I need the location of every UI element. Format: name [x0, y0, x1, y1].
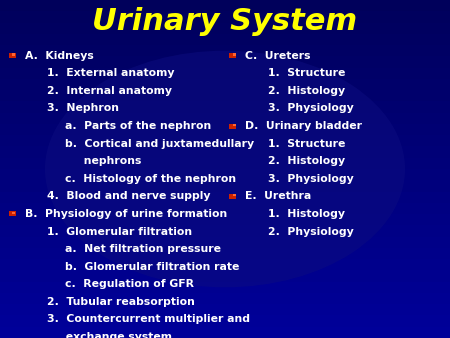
Bar: [0, 101, 450, 113]
Bar: [0, 56, 450, 68]
Text: 2.  Tubular reabsorption: 2. Tubular reabsorption: [47, 297, 195, 307]
Bar: [0, 158, 450, 169]
Ellipse shape: [45, 51, 405, 287]
Text: 2.  Histology: 2. Histology: [268, 156, 345, 166]
Text: A.  Kidneys: A. Kidneys: [25, 51, 94, 61]
Text: 3.  Countercurrent multiplier and: 3. Countercurrent multiplier and: [47, 314, 250, 324]
Text: 3.  Physiology: 3. Physiology: [268, 103, 354, 114]
Bar: [0, 282, 450, 293]
Bar: [0, 124, 450, 135]
Text: nephrons: nephrons: [65, 156, 142, 166]
Bar: [0, 0, 450, 11]
Bar: [230, 194, 236, 199]
Bar: [0, 169, 450, 180]
Bar: [13, 212, 15, 214]
Text: B.  Physiology of urine formation: B. Physiology of urine formation: [25, 209, 227, 219]
Bar: [0, 23, 450, 34]
Text: 1.  Glomerular filtration: 1. Glomerular filtration: [47, 226, 193, 237]
Text: 3.  Nephron: 3. Nephron: [47, 103, 119, 114]
Text: 1.  Structure: 1. Structure: [268, 139, 345, 149]
Bar: [0, 79, 450, 90]
Bar: [0, 192, 450, 203]
Bar: [0, 270, 450, 282]
Bar: [0, 11, 450, 23]
Bar: [0, 315, 450, 327]
Text: 4.  Blood and nerve supply: 4. Blood and nerve supply: [47, 191, 211, 201]
Bar: [230, 124, 236, 129]
Bar: [0, 214, 450, 225]
Bar: [0, 237, 450, 248]
Text: Urinary System: Urinary System: [92, 7, 358, 37]
Text: a.  Parts of the nephron: a. Parts of the nephron: [65, 121, 211, 131]
Text: 1.  Structure: 1. Structure: [268, 68, 345, 78]
Bar: [0, 248, 450, 259]
Text: c.  Histology of the nephron: c. Histology of the nephron: [65, 174, 236, 184]
Bar: [233, 194, 236, 196]
Text: 2.  Physiology: 2. Physiology: [268, 226, 354, 237]
Bar: [9, 53, 15, 58]
Bar: [0, 45, 450, 56]
Text: c.  Regulation of GFR: c. Regulation of GFR: [65, 279, 194, 289]
Bar: [0, 203, 450, 214]
Bar: [0, 180, 450, 192]
Bar: [0, 225, 450, 237]
Text: a.  Net filtration pressure: a. Net filtration pressure: [65, 244, 221, 254]
Bar: [0, 135, 450, 146]
Text: b.  Cortical and juxtamedullary: b. Cortical and juxtamedullary: [65, 139, 254, 149]
Bar: [0, 304, 450, 315]
Text: 2.  Internal anatomy: 2. Internal anatomy: [47, 86, 172, 96]
Text: b.  Glomerular filtration rate: b. Glomerular filtration rate: [65, 262, 239, 272]
Text: 1.  External anatomy: 1. External anatomy: [47, 68, 175, 78]
Text: D.  Urinary bladder: D. Urinary bladder: [245, 121, 362, 131]
Bar: [9, 212, 15, 217]
Bar: [233, 124, 236, 126]
Text: 1.  Histology: 1. Histology: [268, 209, 345, 219]
Text: 2.  Histology: 2. Histology: [268, 86, 345, 96]
Bar: [0, 68, 450, 79]
Bar: [0, 34, 450, 45]
Bar: [0, 113, 450, 124]
Bar: [13, 53, 15, 55]
Bar: [0, 90, 450, 101]
Bar: [230, 53, 236, 58]
Text: 3.  Physiology: 3. Physiology: [268, 174, 354, 184]
Bar: [0, 327, 450, 338]
Bar: [0, 146, 450, 158]
Text: exchange system: exchange system: [47, 332, 172, 338]
Text: C.  Ureters: C. Ureters: [245, 51, 311, 61]
Bar: [0, 293, 450, 304]
Text: E.  Urethra: E. Urethra: [245, 191, 311, 201]
Bar: [233, 53, 236, 55]
Bar: [0, 259, 450, 270]
